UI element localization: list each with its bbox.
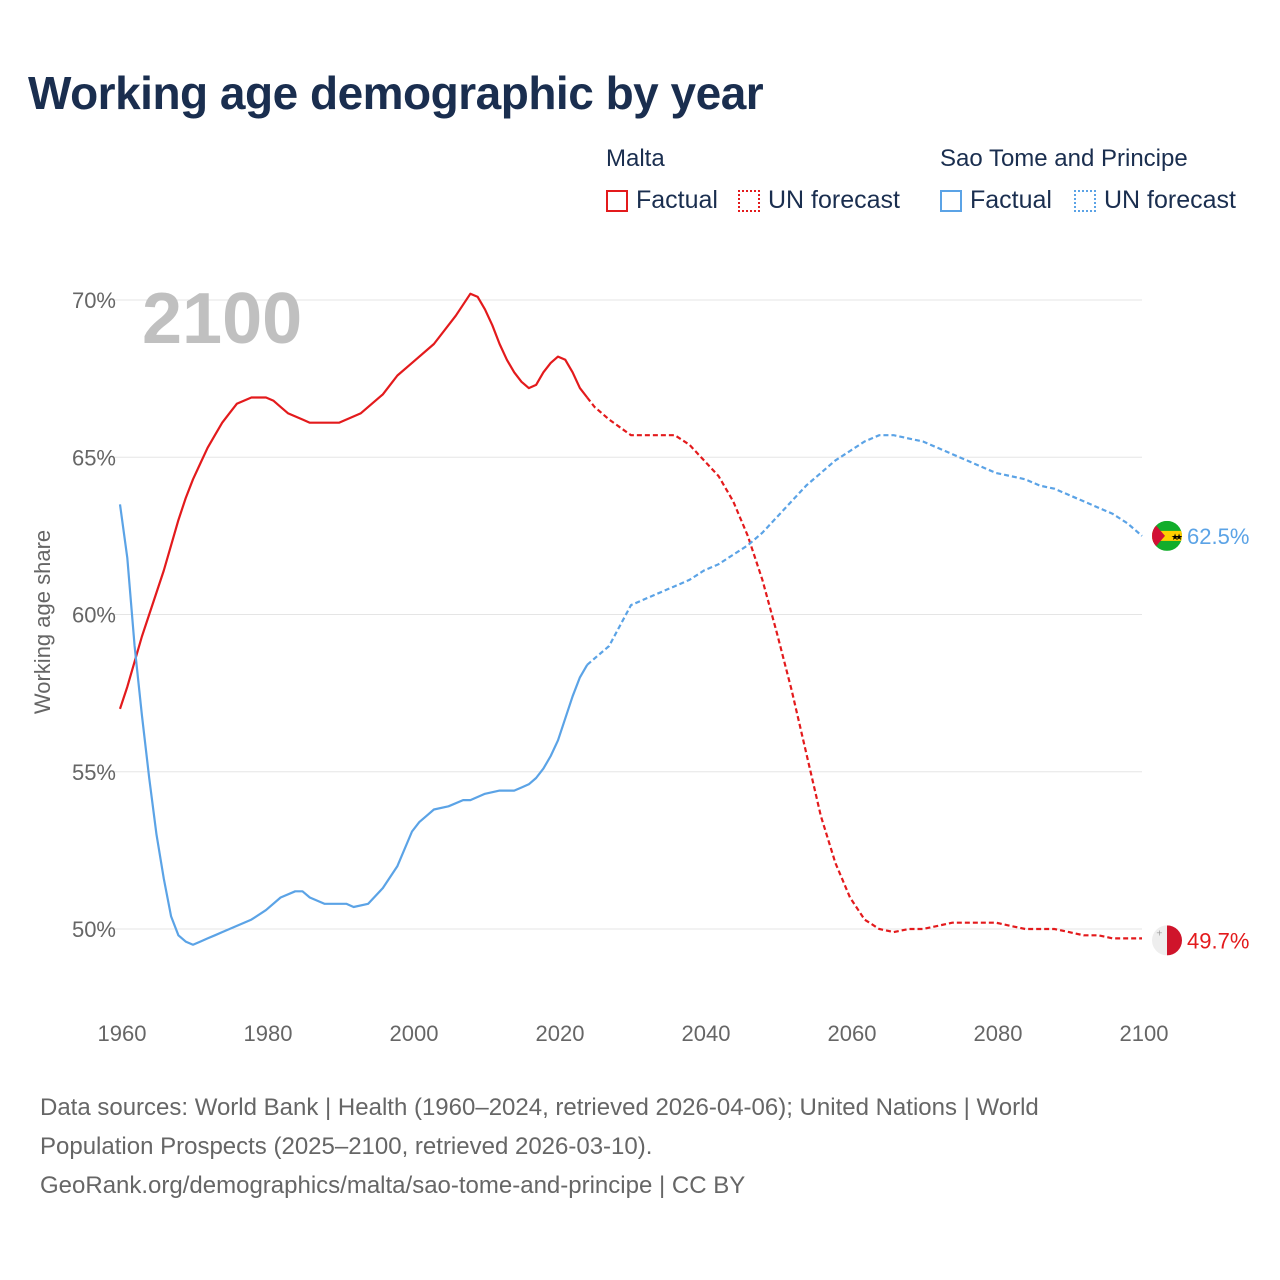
legend-swatch-dotted-blue <box>1074 189 1096 212</box>
sao-tome-end-value: 62.5% <box>1187 524 1249 549</box>
legend-label: Factual <box>636 186 718 214</box>
x-tick-label: 1980 <box>244 1021 293 1046</box>
y-axis-ticks: 50% 55% 60% 65% 70% <box>72 288 116 942</box>
footer-line-1: Data sources: World Bank | Health (1960–… <box>40 1094 1039 1121</box>
sao-tome-factual-line[interactable] <box>118 504 589 946</box>
chart-title: Working age demographic by year <box>28 67 764 119</box>
legend-group-malta: Malta <box>606 145 665 172</box>
legend-group-sao-tome: Sao Tome and Principe <box>940 145 1188 172</box>
legend-swatch-solid-red <box>606 189 628 212</box>
sao-tome-flag-icon: ★ ★ <box>1152 520 1183 551</box>
y-tick-label: 70% <box>72 288 116 313</box>
data-source-note: Data sources: World Bank | Health (1960–… <box>40 1088 1240 1205</box>
malta-factual-line[interactable] <box>118 292 589 710</box>
svg-text:★: ★ <box>1175 533 1183 543</box>
footer-line-2: Population Prospects (2025–2100, retriev… <box>40 1133 653 1160</box>
x-tick-label: 2080 <box>974 1021 1023 1046</box>
x-tick-label: 2040 <box>682 1021 731 1046</box>
x-axis-ticks: 1960 1980 2000 2020 2040 2060 2080 2100 <box>98 1021 1169 1046</box>
footer-line-3[interactable]: GeoRank.org/demographics/malta/sao-tome-… <box>40 1172 746 1199</box>
legend-malta-factual[interactable]: Factual <box>606 186 718 215</box>
sao-tome-forecast-line[interactable] <box>586 434 1143 666</box>
legend-swatch-dotted-red <box>738 189 760 212</box>
svg-text:+: + <box>1156 928 1163 937</box>
legend-swatch-solid-blue <box>940 189 962 212</box>
series-lines <box>118 292 1143 946</box>
y-tick-label: 50% <box>72 917 116 942</box>
x-tick-label: 1960 <box>98 1021 147 1046</box>
legend-label: UN forecast <box>768 186 900 214</box>
legend-sao-tome-forecast[interactable]: UN forecast <box>1074 186 1236 215</box>
legend-label: UN forecast <box>1104 186 1236 214</box>
x-tick-label: 2000 <box>390 1021 439 1046</box>
malta-flag-icon: + <box>1152 925 1182 956</box>
x-tick-label: 2020 <box>536 1021 585 1046</box>
legend-sao-tome-factual[interactable]: Factual <box>940 186 1052 215</box>
x-tick-label: 2100 <box>1120 1021 1169 1046</box>
y-axis-label: Working age share <box>30 530 55 714</box>
malta-forecast-line[interactable] <box>586 396 1142 940</box>
y-tick-label: 65% <box>72 445 116 470</box>
legend-malta-forecast[interactable]: UN forecast <box>738 186 900 215</box>
y-tick-label: 55% <box>72 760 116 785</box>
svg-text:★: ★ <box>1171 533 1179 543</box>
malta-end-value: 49.7% <box>1187 928 1249 953</box>
x-tick-label: 2060 <box>828 1021 877 1046</box>
gridlines <box>112 299 1142 930</box>
y-tick-label: 60% <box>72 603 116 628</box>
line-chart: 50% 55% 60% 65% 70% 1960 1980 2000 2020 2040 2060… <box>30 279 1249 1046</box>
current-year-label: 2100 <box>142 279 302 359</box>
legend-label: Factual <box>970 186 1052 214</box>
